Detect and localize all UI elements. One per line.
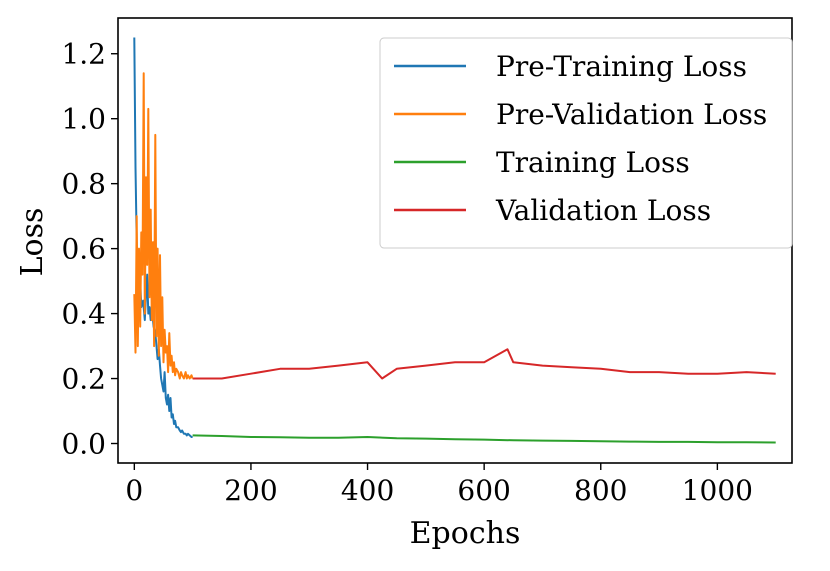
x-tick-label: 400 [341,474,394,507]
series-line-validation-loss [192,348,776,380]
x-axis-ticks: 0 200 400 600 800 1000 [125,463,753,507]
legend: Pre-Training Loss Pre-Validation Loss Trai… [379,37,793,249]
y-tick-label: 0.0 [61,428,106,461]
y-tick-label: 0.8 [61,168,106,201]
y-tick-label: 0.2 [61,363,106,396]
legend-label: Training Loss [496,146,690,179]
y-tick-label: 1.2 [61,38,106,71]
legend-label: Validation Loss [495,194,711,227]
series-line-pre-validation-loss [133,72,194,380]
legend-label: Pre-Validation Loss [496,98,767,131]
x-tick-label: 0 [125,474,143,507]
y-tick-label: 0.4 [61,298,106,331]
legend-items: Pre-Training Loss Pre-Validation Loss Trai… [394,50,767,227]
x-tick-label: 800 [574,474,627,507]
x-axis-label: Epochs [410,516,521,551]
y-axis-label: Loss [15,208,50,277]
y-tick-label: 1.0 [61,103,106,136]
series-line-training-loss [192,434,776,444]
x-tick-label: 200 [224,474,277,507]
y-tick-label: 0.6 [61,233,106,266]
x-tick-label: 1000 [682,474,753,507]
legend-box [379,37,793,249]
y-axis-ticks: 0.0 0.2 0.4 0.6 0.8 1.0 1.2 [61,38,118,461]
legend-label: Pre-Training Loss [496,50,747,83]
series-layer [133,37,776,444]
x-tick-label: 600 [457,474,510,507]
